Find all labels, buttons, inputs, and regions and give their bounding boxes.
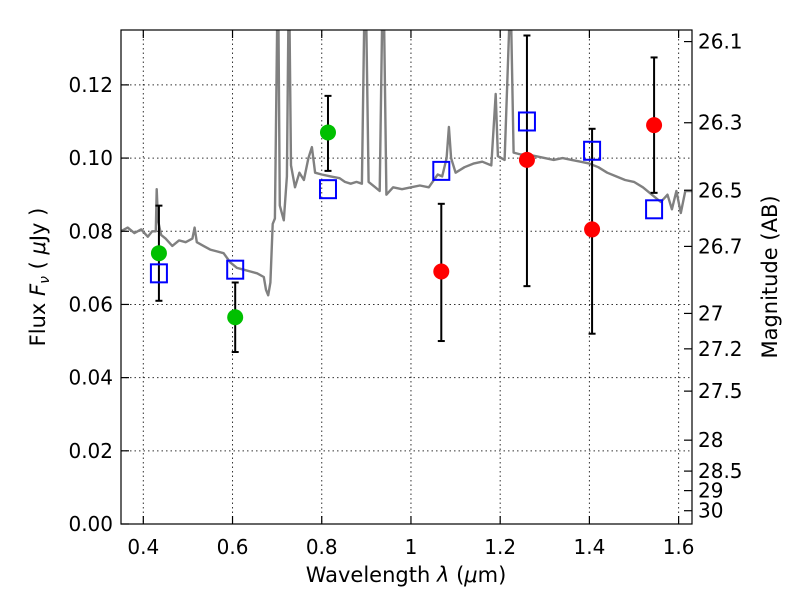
- red-data-point: [646, 117, 663, 134]
- error-bars: [155, 34, 658, 354]
- red-data-point: [433, 263, 450, 280]
- mag-tick-label: 28: [698, 428, 723, 452]
- y-tick-label: 0.02: [68, 439, 113, 463]
- x-tick-label: 1.4: [573, 535, 605, 559]
- mag-tick-label: 29: [698, 479, 723, 503]
- data-markers: [149, 111, 664, 326]
- x-tick-label: 1: [405, 535, 418, 559]
- x-tick-label: 1.6: [663, 535, 695, 559]
- template-spectrum-line: [121, 30, 692, 297]
- mag-tick-label: 26.1: [698, 30, 743, 54]
- model-flux-square: [583, 140, 602, 161]
- model-flux-square: [149, 263, 168, 284]
- model-flux-square: [318, 179, 337, 200]
- mag-tick-label: 26.7: [698, 234, 743, 258]
- green-data-point: [227, 309, 244, 326]
- x-tick-label: 0.6: [217, 535, 249, 559]
- mag-tick-label: 27: [698, 301, 723, 325]
- model-flux-square: [517, 111, 536, 132]
- model-flux-square: [226, 259, 245, 280]
- right-axis-label: Magnitude (AB): [758, 195, 782, 358]
- y-tick-label: 0.10: [68, 146, 113, 170]
- mag-tick-label: 28.5: [698, 459, 743, 483]
- mag-tick-label: 27.2: [698, 337, 743, 361]
- x-axis-label: Wavelength λ (μm): [306, 563, 507, 587]
- red-data-point: [584, 221, 601, 238]
- y-tick-label: 0.12: [68, 73, 113, 97]
- y-axis-label: Flux Fν ( μJy ): [26, 208, 53, 347]
- x-tick-label: 0.8: [306, 535, 338, 559]
- mag-tick-label: 26.5: [698, 178, 743, 202]
- model-flux-square: [645, 199, 664, 220]
- green-data-point: [319, 124, 336, 141]
- y-tick-label: 0.04: [68, 366, 113, 390]
- y-tick-label: 0.08: [68, 219, 113, 243]
- model-flux-square: [432, 160, 451, 181]
- green-data-point: [150, 245, 167, 262]
- mag-tick-label: 27.5: [698, 379, 743, 403]
- y-tick-label: 0.00: [68, 512, 113, 536]
- axis-ticks: 0.4 0.6 0.8 1 1.2 1.4 1.6 0.00 0.02 0.04 0.06 0.08 0…: [68, 30, 742, 559]
- plot-frame: [120, 29, 693, 525]
- mag-tick-label: 26.3: [698, 111, 743, 135]
- mag-tick-label: 30: [698, 499, 723, 523]
- x-tick-label: 1.2: [484, 535, 516, 559]
- x-tick-label: 0.4: [127, 535, 159, 559]
- template-spectrum: [121, 30, 692, 297]
- y-tick-label: 0.06: [68, 292, 113, 316]
- grid-lines: [121, 30, 692, 524]
- red-data-point: [518, 151, 535, 168]
